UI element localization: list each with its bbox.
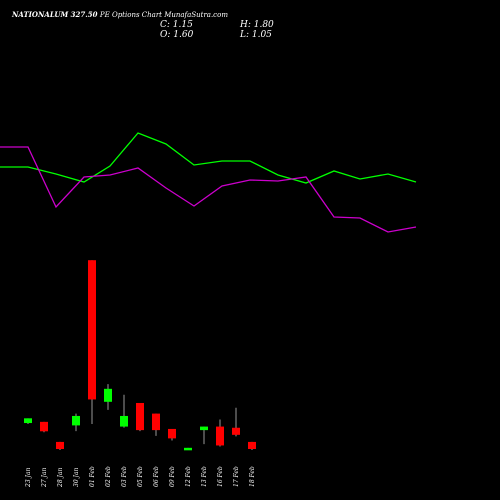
candle-body [88, 260, 96, 400]
candle-body [200, 426, 208, 431]
x-tick-label: 30 Jan [73, 467, 80, 487]
x-tick-label: 03 Feb [121, 466, 128, 487]
candle-body [232, 427, 240, 435]
x-tick-label: 13 Feb [201, 466, 208, 487]
chart-title: NATIONALUM 327.50 PE Options Chart Munaf… [12, 10, 228, 19]
candle-body [216, 426, 224, 446]
x-tick-label: 12 Feb [185, 466, 192, 487]
candle-body [168, 428, 176, 439]
line-series-green [0, 132, 417, 184]
candle-body [120, 415, 128, 427]
close-value: C: 1.15 [160, 20, 193, 30]
x-tick-label: 06 Feb [153, 466, 160, 487]
candle-body [184, 447, 192, 451]
x-tick-label: 23 Jan [25, 467, 32, 488]
candle-body [248, 441, 256, 449]
x-tick-label: 17 Feb [233, 466, 240, 487]
line-series-magenta [0, 146, 417, 233]
x-tick-label: 28 Jan [57, 467, 64, 488]
x-tick-label: 27 Jan [41, 467, 48, 488]
open-value: O: 1.60 [160, 30, 194, 40]
x-tick-label: 18 Feb [249, 466, 256, 487]
x-tick-label: 02 Feb [105, 466, 112, 487]
x-tick-label: 05 Feb [137, 466, 144, 487]
candle-body [104, 388, 112, 402]
candle-body [136, 402, 144, 431]
candle-body [72, 415, 80, 426]
x-tick-label: 09 Feb [169, 466, 176, 487]
x-tick-label: 16 Feb [217, 466, 224, 487]
candle-body [40, 421, 48, 432]
candle-body [152, 413, 160, 431]
high-value: H: 1.80 [240, 20, 274, 30]
low-value: L: 1.05 [240, 30, 272, 40]
candle-body [24, 418, 32, 424]
candle-body [56, 441, 64, 449]
x-tick-label: 01 Feb [89, 466, 96, 487]
